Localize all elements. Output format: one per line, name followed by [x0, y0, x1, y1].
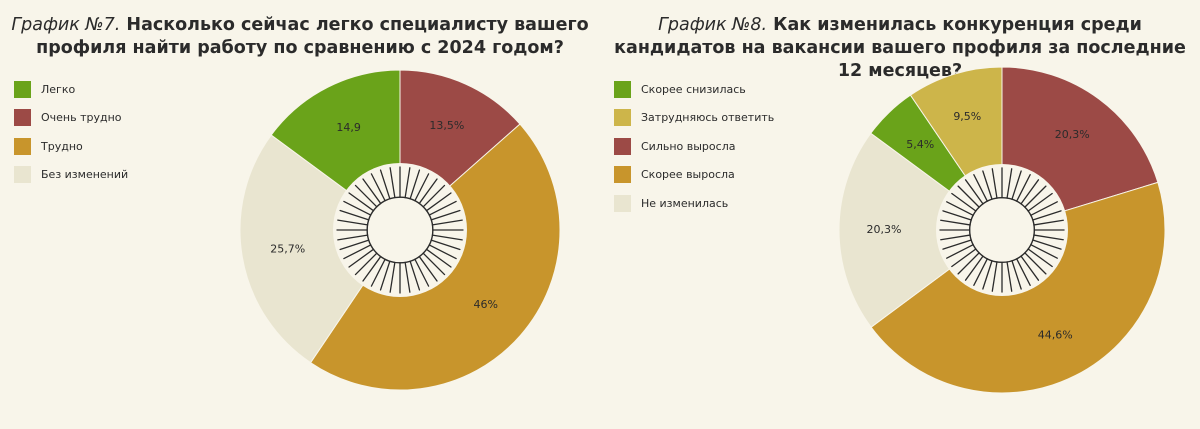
chart-title-text: Насколько сейчас легко специалисту вашег… — [36, 15, 589, 58]
legend-item: Без изменений — [14, 166, 128, 184]
legend-swatch — [14, 137, 31, 155]
pie-slice — [239, 134, 401, 364]
chart-panel-8: График №8. Как изменилась конкуренция ср… — [600, 0, 1200, 429]
slice-data-label: 5,4% — [906, 138, 934, 151]
legend-label: Легко — [41, 82, 76, 96]
legend-label: Затрудняюсь ответить — [641, 111, 775, 124]
slice-data-label: 25,7% — [270, 242, 305, 255]
slice-data-label: 9,5% — [953, 110, 981, 123]
chart-title-lead: График №8. — [658, 15, 768, 35]
slice-data-label: 44,6% — [1038, 328, 1073, 341]
legend-swatch — [614, 109, 631, 126]
legend-item: Скорее снизилась — [614, 80, 774, 98]
legend-label: Скорее выросла — [641, 168, 735, 181]
legend-swatch — [614, 137, 631, 155]
slice-data-label: 46% — [473, 298, 497, 311]
donut-chart-7: 13,5% 46% 25,7% 14,9 — [239, 69, 561, 391]
chart-title-text: Как изменилась конкуренция среди кандида… — [614, 15, 1186, 81]
legend: Скорее снизилась Затрудняюсь ответить Си… — [614, 80, 774, 223]
chart-title-lead: График №7. — [11, 15, 121, 35]
chart-panel-7: График №7. Насколько сейчас легко специа… — [0, 14, 600, 391]
donut-chart-8: 20,3% 44,6% 20,3% 5,4% 9,5% — [838, 66, 1166, 394]
legend-swatch — [14, 80, 31, 98]
chart-title: График №7. Насколько сейчас легко специа… — [0, 14, 600, 60]
pie-slice — [838, 132, 1003, 328]
legend-item: Затрудняюсь ответить — [614, 109, 774, 127]
legend-swatch — [14, 166, 31, 183]
legend-item: Очень трудно — [14, 109, 128, 127]
legend-item: Трудно — [14, 137, 128, 155]
legend: Легко Очень трудно Трудно Без изменений — [14, 80, 128, 194]
sunburst-rays — [939, 167, 1065, 293]
legend-item: Не изменилась — [614, 194, 774, 212]
slice-data-label: 14,9 — [336, 121, 361, 134]
slice-data-label: 13,5% — [429, 119, 464, 132]
slice-data-label: 20,3% — [1055, 128, 1090, 141]
sunburst-rays — [336, 166, 464, 294]
legend-swatch — [614, 80, 631, 98]
legend-swatch — [614, 166, 631, 183]
legend-label: Сильно выросла — [641, 139, 736, 153]
legend-label: Не изменилась — [641, 196, 729, 210]
legend-item: Сильно выросла — [614, 137, 774, 155]
legend-label: Очень трудно — [41, 111, 122, 124]
legend-item: Скорее выросла — [614, 166, 774, 184]
legend-swatch — [14, 109, 31, 126]
chart-title: График №8. Как изменилась конкуренция ср… — [600, 14, 1200, 83]
legend-item: Легко — [14, 80, 128, 98]
slice-data-label: 20,3% — [867, 223, 902, 236]
legend-label: Трудно — [41, 139, 83, 153]
legend-swatch — [614, 194, 631, 212]
legend-label: Без изменений — [41, 168, 129, 181]
legend-label: Скорее снизилась — [641, 82, 746, 96]
